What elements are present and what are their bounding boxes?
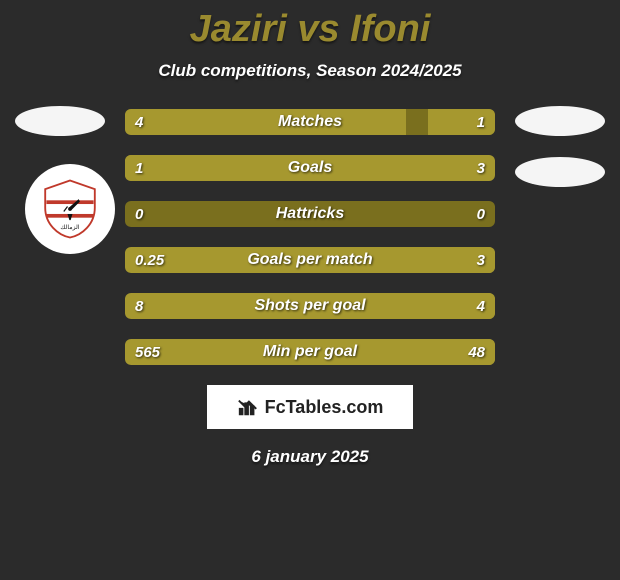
- stat-row: 0.253Goals per match: [125, 247, 495, 273]
- chart-icon: [237, 396, 259, 418]
- fctables-label: FcTables.com: [265, 397, 384, 418]
- player-left-team-ellipse: [15, 106, 105, 136]
- stat-label: Goals: [125, 155, 495, 181]
- comparison-area: الزمالك 41Matches 13Goals 00Hattricks 0.253…: [0, 109, 620, 365]
- subtitle: Club competitions, Season 2024/2025: [0, 61, 620, 81]
- stat-row: 56548Min per goal: [125, 339, 495, 365]
- stat-label: Min per goal: [125, 339, 495, 365]
- svg-text:الزمالك: الزمالك: [60, 224, 80, 231]
- stat-row: 84Shots per goal: [125, 293, 495, 319]
- snapshot-date: 6 january 2025: [0, 447, 620, 467]
- page-title: Jaziri vs Ifoni: [0, 0, 620, 51]
- stat-row: 13Goals: [125, 155, 495, 181]
- stat-label: Hattricks: [125, 201, 495, 227]
- stat-bars: 41Matches 13Goals 00Hattricks 0.253Goals pe…: [125, 109, 495, 365]
- fctables-brand[interactable]: FcTables.com: [207, 385, 413, 429]
- stat-label: Shots per goal: [125, 293, 495, 319]
- player-left-club-crest: الزمالك: [25, 164, 115, 254]
- stat-row: 41Matches: [125, 109, 495, 135]
- player-right-team-ellipse-1: [515, 106, 605, 136]
- stat-row: 00Hattricks: [125, 201, 495, 227]
- stat-label: Goals per match: [125, 247, 495, 273]
- stat-label: Matches: [125, 109, 495, 135]
- zamalek-crest-icon: الزمالك: [39, 178, 101, 240]
- player-right-team-ellipse-2: [515, 157, 605, 187]
